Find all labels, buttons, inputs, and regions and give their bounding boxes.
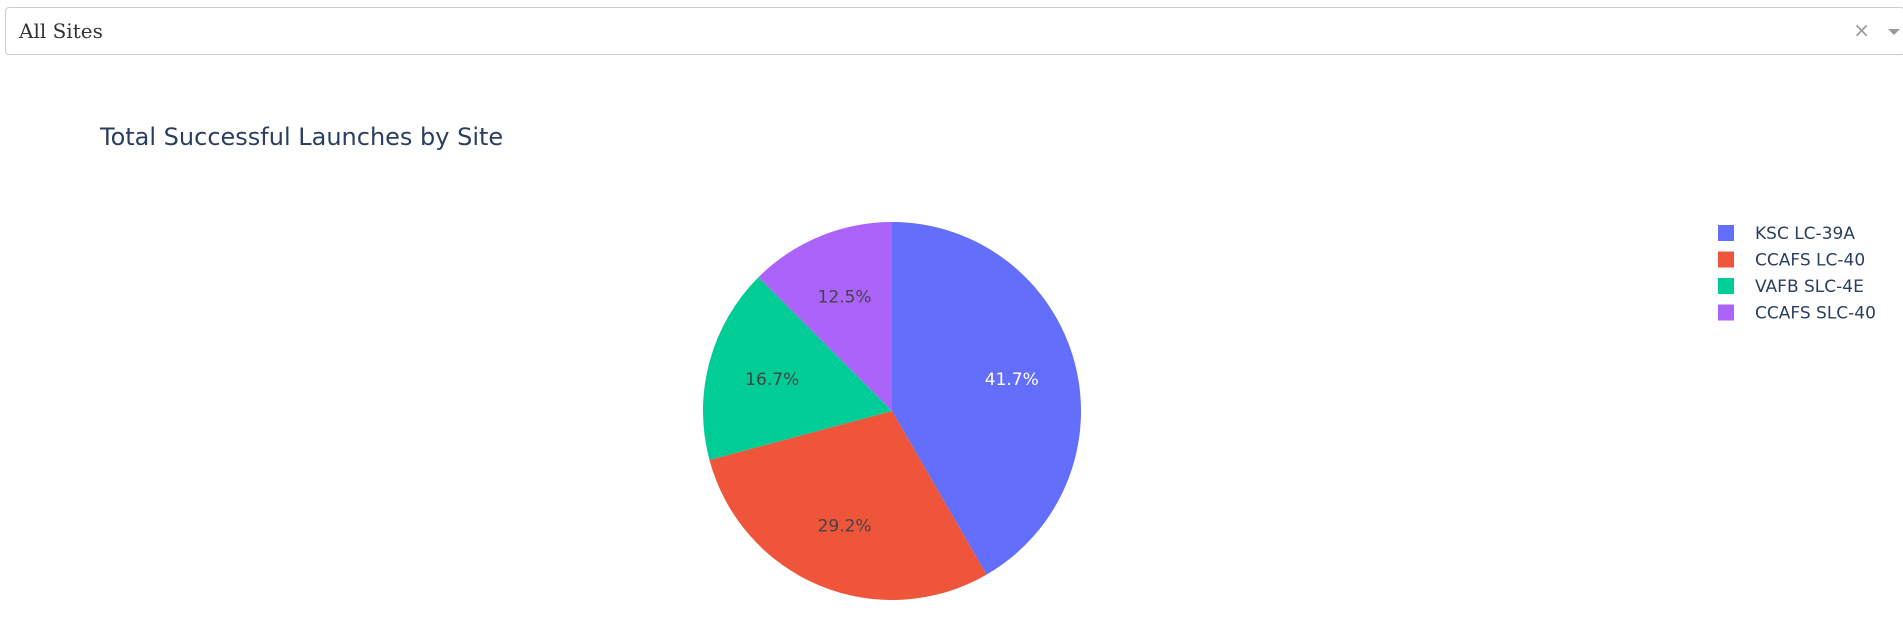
legend-label: KSC LC-39A bbox=[1755, 224, 1855, 244]
legend-label: CCAFS SLC-40 bbox=[1755, 304, 1876, 324]
legend[interactable]: KSC LC-39A CCAFS LC-40 VAFB SLC-4E CCAFS SL… bbox=[1718, 224, 1876, 324]
pie-slice-label: 41.7% bbox=[985, 370, 1039, 390]
pie-slices bbox=[703, 222, 1082, 600]
legend-label: VAFB SLC-4E bbox=[1755, 277, 1864, 297]
pie-slice-labels: 41.7% 29.2% 16.7% 12.5% bbox=[745, 287, 1039, 536]
chart-title: Total Successful Launches by Site bbox=[99, 123, 503, 151]
legend-swatch bbox=[1718, 251, 1734, 268]
pie-slice-label: 29.2% bbox=[818, 517, 872, 537]
pie-slice-ksc-lc-39a[interactable] bbox=[892, 222, 1082, 575]
legend-swatch bbox=[1718, 304, 1734, 321]
legend-item[interactable]: KSC LC-39A bbox=[1718, 224, 1855, 244]
chevron-down-icon[interactable] bbox=[1888, 29, 1900, 35]
site-dropdown[interactable]: All Sites × bbox=[5, 7, 1903, 55]
legend-label: CCAFS LC-40 bbox=[1755, 251, 1865, 271]
pie-slice-label: 12.5% bbox=[818, 287, 872, 307]
pie-slice-vafb-slc-4e[interactable] bbox=[703, 277, 892, 460]
legend-item[interactable]: CCAFS LC-40 bbox=[1718, 251, 1865, 271]
pie-slice-ccafs-slc-40[interactable] bbox=[758, 222, 892, 411]
pie-slice-ccafs-lc-40[interactable] bbox=[709, 411, 987, 600]
legend-item[interactable]: CCAFS SLC-40 bbox=[1718, 304, 1876, 324]
pie-slice-label: 16.7% bbox=[745, 370, 799, 390]
dropdown-selected-value: All Sites bbox=[19, 19, 103, 43]
pie-chart: Total Successful Launches by Site 41.7% 2… bbox=[99, 123, 1876, 600]
legend-swatch bbox=[1718, 278, 1734, 294]
clear-icon[interactable]: × bbox=[1853, 18, 1870, 42]
legend-item[interactable]: VAFB SLC-4E bbox=[1718, 277, 1864, 297]
legend-swatch bbox=[1718, 225, 1734, 241]
